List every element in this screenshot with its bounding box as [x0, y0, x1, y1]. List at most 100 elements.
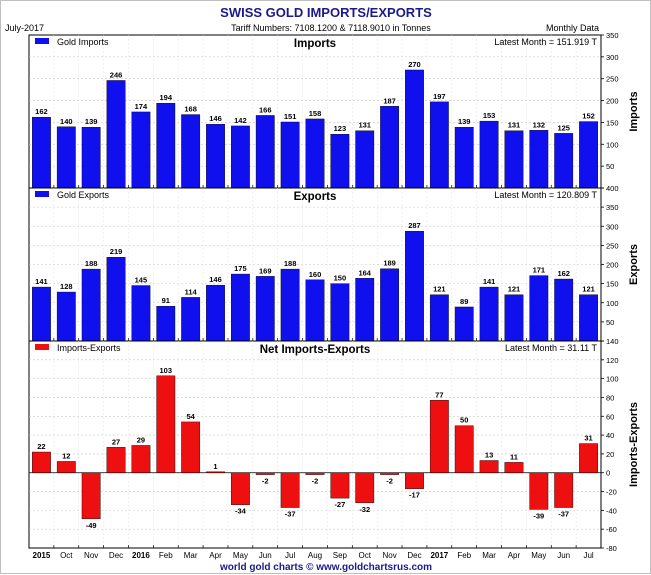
- data-label: 27: [112, 437, 120, 446]
- data-label: 287: [408, 221, 421, 230]
- bar: [554, 472, 574, 508]
- y-tick-label: 150: [606, 280, 619, 289]
- data-label: 141: [35, 277, 48, 286]
- y-tick-label: 60: [606, 412, 614, 421]
- data-label: 121: [582, 285, 595, 294]
- legend-swatch: [35, 344, 49, 350]
- bar: [81, 472, 101, 520]
- data-label: 151: [284, 112, 297, 121]
- y-tick-label: 100: [606, 375, 619, 384]
- legend-label: Gold Imports: [57, 37, 109, 47]
- data-label: 13: [485, 450, 493, 459]
- bar: [106, 80, 126, 189]
- bar: [156, 305, 176, 342]
- panel-title: Net Imports-Exports: [260, 344, 371, 356]
- bar: [504, 462, 524, 473]
- bar: [106, 447, 126, 473]
- bar: [429, 294, 449, 342]
- data-label: 166: [259, 105, 272, 114]
- data-label: -34: [235, 507, 247, 516]
- bar: [405, 231, 424, 342]
- tariff-subtitle: Tariff Numbers: 7108.1200 & 7118.9010 in…: [231, 23, 431, 33]
- bar: [280, 121, 300, 189]
- bar: [529, 472, 549, 510]
- data-label: 139: [85, 117, 98, 126]
- bar: [305, 472, 325, 475]
- x-tick-label: Feb: [159, 551, 173, 560]
- data-label: 171: [533, 266, 546, 275]
- data-label: 169: [259, 266, 272, 275]
- bar: [255, 472, 275, 475]
- data-label: -37: [285, 510, 296, 519]
- y-tick-label: 150: [606, 118, 619, 127]
- bar: [255, 115, 275, 189]
- y-tick-label: 20: [606, 450, 614, 459]
- bar: [230, 472, 250, 505]
- data-label: 194: [160, 93, 173, 102]
- y-tick-label: 50: [606, 162, 614, 171]
- bar: [330, 283, 350, 342]
- data-label: 187: [383, 96, 396, 105]
- x-tick-label: May: [233, 551, 248, 560]
- bar: [355, 472, 375, 504]
- bar: [206, 123, 225, 189]
- y-axis-label: Imports-Exports: [628, 402, 640, 487]
- x-tick-label: Aug: [308, 551, 322, 560]
- y-axis-label: Imports: [628, 91, 640, 131]
- bar: [156, 102, 176, 189]
- data-label: 174: [135, 102, 148, 111]
- data-label: 114: [185, 287, 198, 296]
- bar: [579, 294, 598, 342]
- bar: [330, 472, 350, 499]
- bar: [579, 121, 598, 189]
- data-label: 140: [60, 117, 73, 126]
- x-tick-label: Oct: [359, 551, 372, 560]
- data-label: 1: [213, 462, 217, 471]
- y-tick-label: 300: [606, 222, 619, 231]
- data-label: 189: [383, 259, 396, 268]
- data-label: 31: [584, 434, 592, 443]
- panel-exports: 50 100 150 200 250 300 350 400 141 128 188 219 145 91…: [28, 184, 640, 342]
- bar: [454, 425, 474, 473]
- x-tick-label: Dec: [407, 551, 421, 560]
- y-tick-label: -60: [606, 525, 617, 534]
- x-tick-label: Oct: [60, 551, 73, 560]
- x-tick-label: Jul: [583, 551, 593, 560]
- bar: [206, 471, 225, 473]
- panel-title: Imports: [294, 38, 336, 50]
- data-label: 270: [408, 60, 421, 69]
- x-tick-label: Jul: [285, 551, 295, 560]
- y-axis-label: Exports: [628, 244, 640, 285]
- x-tick-label: Dec: [109, 551, 123, 560]
- data-label: 132: [533, 120, 546, 129]
- bar: [305, 118, 325, 189]
- data-label: 29: [137, 435, 145, 444]
- data-label: -27: [334, 500, 345, 509]
- data-label: 162: [557, 269, 570, 278]
- x-tick-label: Feb: [457, 551, 471, 560]
- latest-month-label: Latest Month = 120.809 T: [494, 190, 597, 200]
- bar: [479, 120, 499, 189]
- x-tick-label: Mar: [482, 551, 496, 560]
- y-tick-label: 100: [606, 140, 619, 149]
- y-tick-label: 50: [606, 318, 614, 327]
- data-label: 131: [508, 121, 521, 130]
- footer-credit: world gold charts © www.goldchartsrus.co…: [219, 562, 432, 573]
- bar: [529, 130, 549, 189]
- data-label: -2: [312, 477, 319, 486]
- data-label: 123: [334, 124, 347, 133]
- data-label: 91: [162, 296, 170, 305]
- bar: [454, 127, 474, 189]
- bar: [355, 130, 375, 189]
- data-label: 11: [510, 452, 518, 461]
- x-tick-label: Jun: [259, 551, 272, 560]
- data-label: 153: [483, 111, 496, 120]
- y-tick-label: -40: [606, 506, 617, 515]
- bar: [181, 297, 201, 342]
- bar: [405, 69, 424, 189]
- data-label: 188: [284, 259, 297, 268]
- legend-label: Gold Exports: [57, 190, 110, 200]
- y-tick-label: 350: [606, 31, 619, 40]
- data-label: 246: [110, 70, 123, 79]
